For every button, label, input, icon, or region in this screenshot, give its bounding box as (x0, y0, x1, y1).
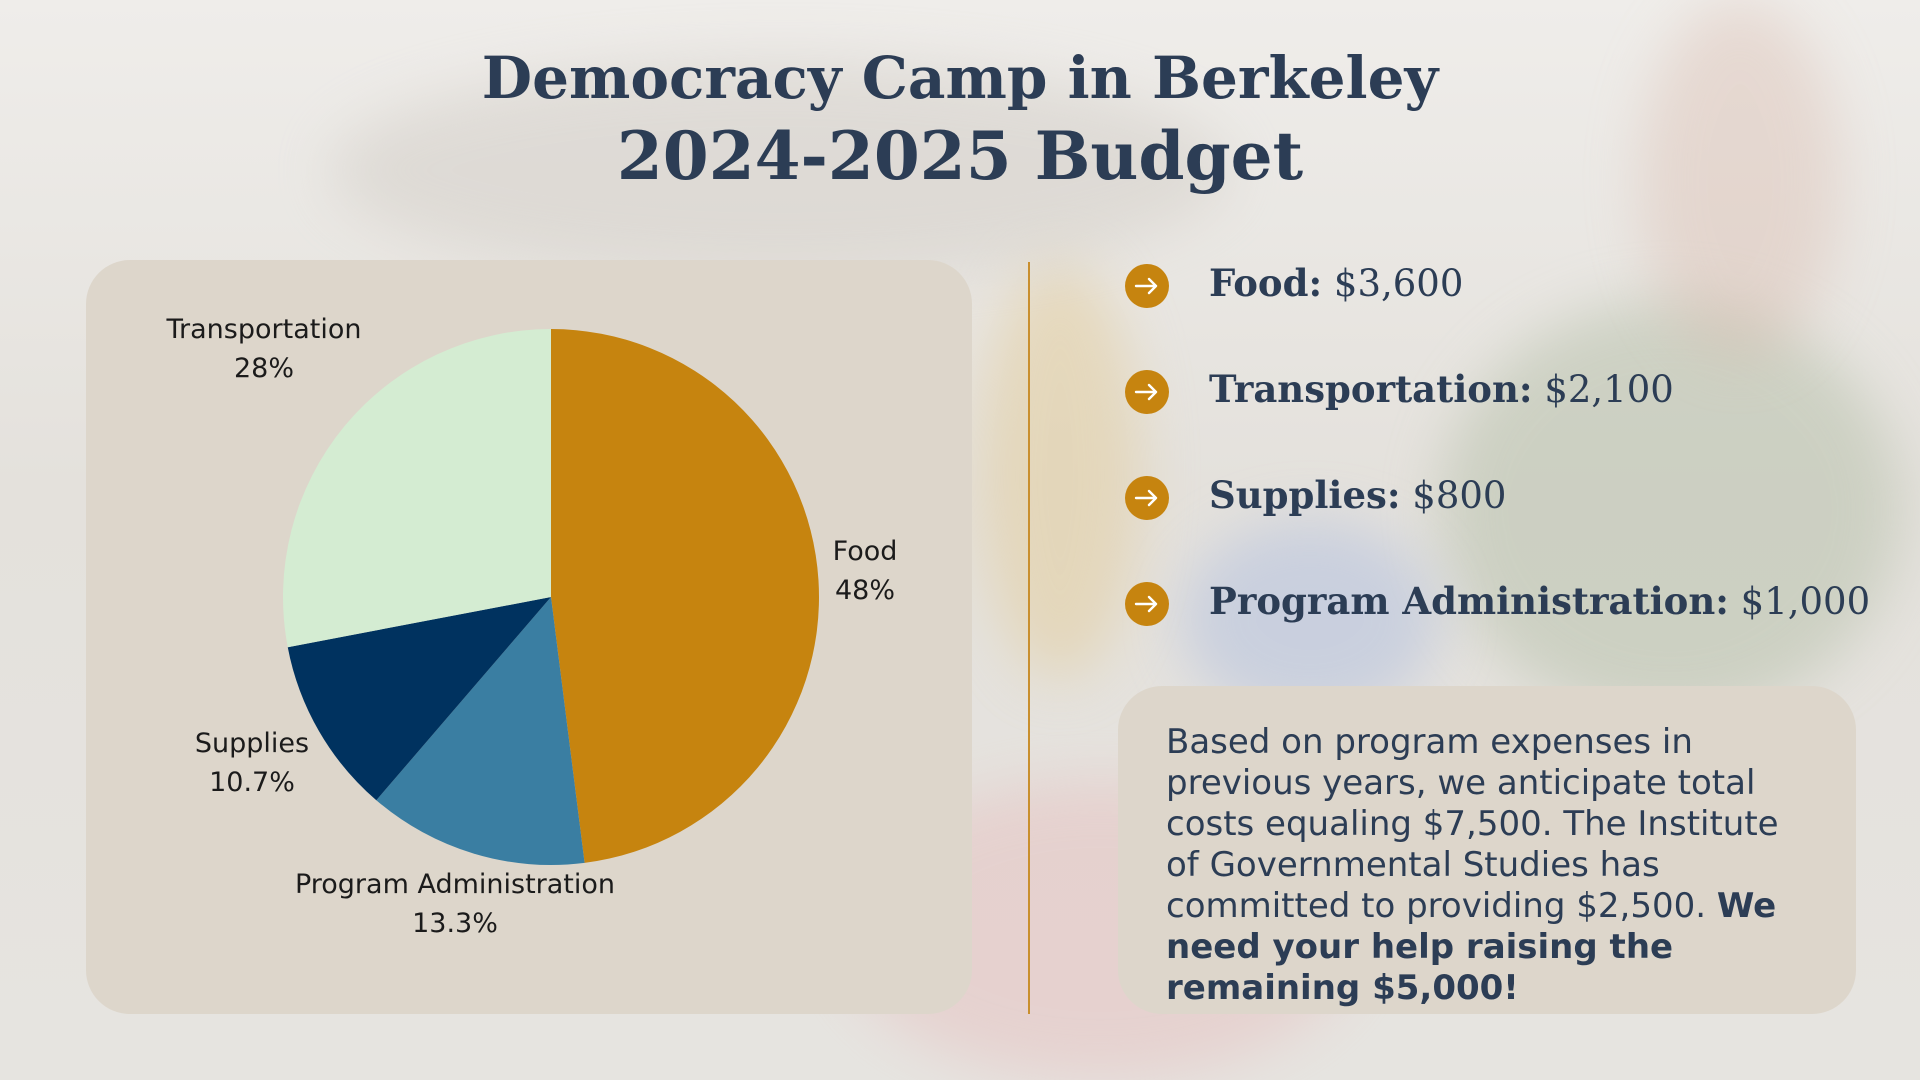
list-item: Supplies: $800 (1125, 470, 1905, 576)
budget-item-label: Program Administration: (1209, 579, 1729, 623)
title-line-2: 2024-2025 Budget (616, 117, 1304, 195)
pie-label-name: Transportation (166, 314, 362, 345)
pie-label-percent: 10.7% (209, 767, 295, 798)
funding-note-card: Based on program expenses in previous ye… (1118, 686, 1856, 1014)
funding-note-text: Based on program expenses in previous ye… (1166, 722, 1816, 1009)
pie-slice-program-administration (376, 597, 585, 865)
pie-label-name: Program Administration (295, 869, 615, 900)
budget-list: Food: $3,600 Transportation: $2,100 Supp… (1125, 258, 1905, 682)
note-body: Based on program expenses in previous ye… (1166, 722, 1779, 926)
budget-item-label: Transportation: (1209, 367, 1533, 411)
pie-label-percent: 13.3% (412, 908, 498, 939)
title-line-1: Democracy Camp in Berkeley (481, 44, 1439, 112)
list-item: Food: $3,600 (1125, 258, 1905, 364)
arrow-right-circle-icon (1125, 370, 1169, 414)
budget-item-amount: $1,000 (1740, 580, 1871, 623)
pie-label-percent: 28% (234, 353, 294, 384)
note-call-to-action: We need your help raising the remaining … (1166, 886, 1777, 1008)
arrow-right-circle-icon (1125, 582, 1169, 626)
page-title: Democracy Camp in Berkeley 2024-2025 Bud… (0, 40, 1920, 196)
pie-slice-food (551, 329, 819, 863)
arrow-right-circle-icon (1125, 476, 1169, 520)
budget-item-amount: $3,600 (1333, 262, 1464, 305)
budget-item-label: Supplies: (1209, 473, 1401, 517)
budget-item-label: Food: (1209, 261, 1323, 305)
pie-label-percent: 48% (835, 575, 895, 606)
budget-item-amount: $2,100 (1544, 368, 1674, 411)
arrow-right-circle-icon (1125, 264, 1169, 308)
pie-chart: Food 48% Program Administration 13.3% Suppli… (166, 314, 898, 939)
budget-item-text: Supplies: $800 (1209, 470, 1506, 521)
pie-slice-supplies (287, 597, 551, 801)
budget-item-amount: $800 (1412, 474, 1507, 517)
pie-label-name: Food (833, 536, 898, 567)
pie-label-name: Supplies (195, 728, 309, 759)
pie-slice-transportation (283, 329, 551, 648)
divider-line (1028, 262, 1030, 1014)
budget-item-text: Program Administration: $1,000 (1209, 576, 1870, 627)
budget-item-text: Food: $3,600 (1209, 258, 1463, 309)
list-item: Transportation: $2,100 (1125, 364, 1905, 470)
list-item: Program Administration: $1,000 (1125, 576, 1905, 682)
chart-card: Food 48% Program Administration 13.3% Suppli… (86, 260, 972, 1014)
budget-item-text: Transportation: $2,100 (1209, 364, 1674, 415)
